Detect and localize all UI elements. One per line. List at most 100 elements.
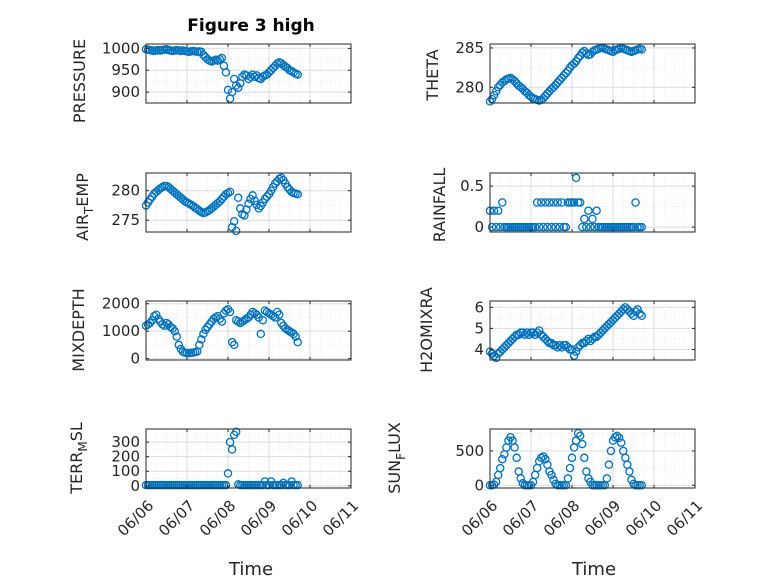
theta-data-point xyxy=(543,89,552,98)
sun-flux-data-point xyxy=(602,474,612,483)
mixdepth-data-point xyxy=(158,320,167,329)
sun-flux-data-point xyxy=(547,470,556,480)
sun-flux-data-point xyxy=(627,475,636,485)
rainfall-ytick-label: 0.5 xyxy=(460,177,484,195)
mixdepth-ylabel: MIXDEPTH xyxy=(69,288,88,371)
terr-msl-ytick-label: 200 xyxy=(111,448,140,466)
air-temp-data-point xyxy=(242,205,251,214)
air-temp-data-point xyxy=(277,173,286,182)
h2omixra-data-point xyxy=(631,307,640,316)
mixdepth-axes-background xyxy=(146,301,351,360)
rainfall-data-point xyxy=(537,198,546,207)
h2omixra-plot-area: 4 5 6 xyxy=(474,298,696,363)
theta-data-point xyxy=(549,83,558,92)
sun-flux-data-point xyxy=(537,453,546,463)
pressure-axes-frame xyxy=(145,43,352,104)
rainfall-data-point xyxy=(545,198,554,207)
terr-msl-ylabel-subscript: M xyxy=(76,441,90,451)
sun-flux-data-point xyxy=(616,438,626,447)
terr-msl-data-point xyxy=(221,480,231,490)
pressure-data-point xyxy=(215,55,225,64)
terr-msl-xtick-label: 06/08 xyxy=(196,497,239,540)
sun-flux-data-point xyxy=(567,453,577,463)
terr-msl-xtick-label: 06/07 xyxy=(155,497,198,540)
theta-data-point xyxy=(569,59,579,68)
sun-flux-data-point xyxy=(604,460,614,469)
rainfall-data-point xyxy=(551,222,560,232)
sun-flux-data-point xyxy=(625,467,634,476)
mixdepth-plot-area: 0 1000 2000 xyxy=(102,295,352,368)
theta-axes-frame xyxy=(489,43,696,104)
terr-msl-data-point xyxy=(223,469,233,478)
rainfall-data-point xyxy=(555,222,564,232)
h2omixra-data-point xyxy=(534,326,544,335)
h2omixra-data-point xyxy=(563,343,573,352)
pressure-data-point xyxy=(246,72,255,82)
h2omixra-ytick-label: 6 xyxy=(474,298,484,316)
rainfall-data-point xyxy=(582,222,591,232)
terr-msl-data-point xyxy=(277,480,286,490)
mixdepth-data-point xyxy=(291,332,300,341)
theta-data-point xyxy=(559,71,569,80)
rainfall-data-point xyxy=(549,198,558,207)
pressure-data-point xyxy=(289,68,298,77)
rainfall-data-point xyxy=(541,198,550,207)
rainfall-data-point xyxy=(629,222,638,232)
sun-flux-data-point xyxy=(549,475,558,485)
panel-h2omixra: 4 5 6 H2OMIXRA xyxy=(417,287,696,373)
mixdepth-data-point xyxy=(197,335,206,344)
theta-ytick-label: 280 xyxy=(455,78,484,96)
rainfall-data-point xyxy=(532,198,542,207)
sun-flux-xtick-label: 06/07 xyxy=(499,497,542,540)
panel-rainfall: 00.5 RAINFALL xyxy=(430,168,696,242)
air-temp-ylabel-suffix: EMP xyxy=(73,173,92,207)
sun-flux-data-point xyxy=(512,453,521,463)
sun-flux-ylabel-suffix: LUX xyxy=(385,422,404,453)
terr-msl-ylabel: TERRMSL xyxy=(67,422,90,495)
pressure-data-point xyxy=(221,68,231,77)
rainfall-data-point xyxy=(539,222,548,232)
sun-flux-data-point xyxy=(551,479,560,489)
panel-air-temp: 275 280 AIRTEMP xyxy=(73,172,352,241)
rainfall-data-point xyxy=(561,222,571,232)
sun-flux-data-point xyxy=(614,433,624,443)
rainfall-data-point xyxy=(631,198,640,207)
theta-data-point xyxy=(557,73,567,83)
rainfall-data-point xyxy=(575,198,585,207)
rainfall-data-point xyxy=(493,206,503,215)
figure-title: Figure 3 high xyxy=(187,16,315,36)
pressure-ytick-label: 950 xyxy=(111,61,140,79)
mixdepth-data-point xyxy=(195,340,204,350)
rainfall-data-point xyxy=(578,222,587,232)
pressure-ytick-label: 1000 xyxy=(102,39,140,57)
theta-data-point xyxy=(637,45,646,54)
rainfall-data-point xyxy=(557,198,567,207)
rainfall-data-point xyxy=(592,206,601,215)
sun-flux-data-point xyxy=(510,443,519,452)
air-temp-ytick-label: 275 xyxy=(111,211,140,229)
sun-flux-data-point xyxy=(578,439,587,449)
h2omixra-data-point xyxy=(557,343,567,352)
mixdepth-data-point xyxy=(274,310,284,319)
mixdepth-data-point xyxy=(217,317,227,326)
h2omixra-data-point xyxy=(588,334,597,344)
terr-msl-xtick-label: 06/09 xyxy=(237,497,280,540)
sun-flux-ylabel-subscript: F xyxy=(394,453,408,460)
theta-data-point xyxy=(582,49,591,58)
terr-msl-ytick-label: 300 xyxy=(111,433,140,451)
x-axis-label-right: Time xyxy=(571,559,616,580)
air-temp-data-point xyxy=(254,204,263,213)
terr-msl-xtick-label: 06/11 xyxy=(319,497,362,540)
pressure-data-point xyxy=(293,70,302,79)
mixdepth-data-point xyxy=(174,340,184,350)
rainfall-data-point xyxy=(534,222,544,232)
air-temp-data-point xyxy=(233,193,243,203)
h2omixra-data-point xyxy=(637,311,646,320)
terr-msl-xtick-label: 06/10 xyxy=(278,497,321,540)
air-temp-ylabel: AIRTEMP xyxy=(73,173,96,241)
mixdepth-ytick-label: 0 xyxy=(130,350,140,368)
air-temp-data-point xyxy=(250,196,259,205)
h2omixra-data-point xyxy=(575,340,585,350)
h2omixra-data-point xyxy=(510,332,519,342)
